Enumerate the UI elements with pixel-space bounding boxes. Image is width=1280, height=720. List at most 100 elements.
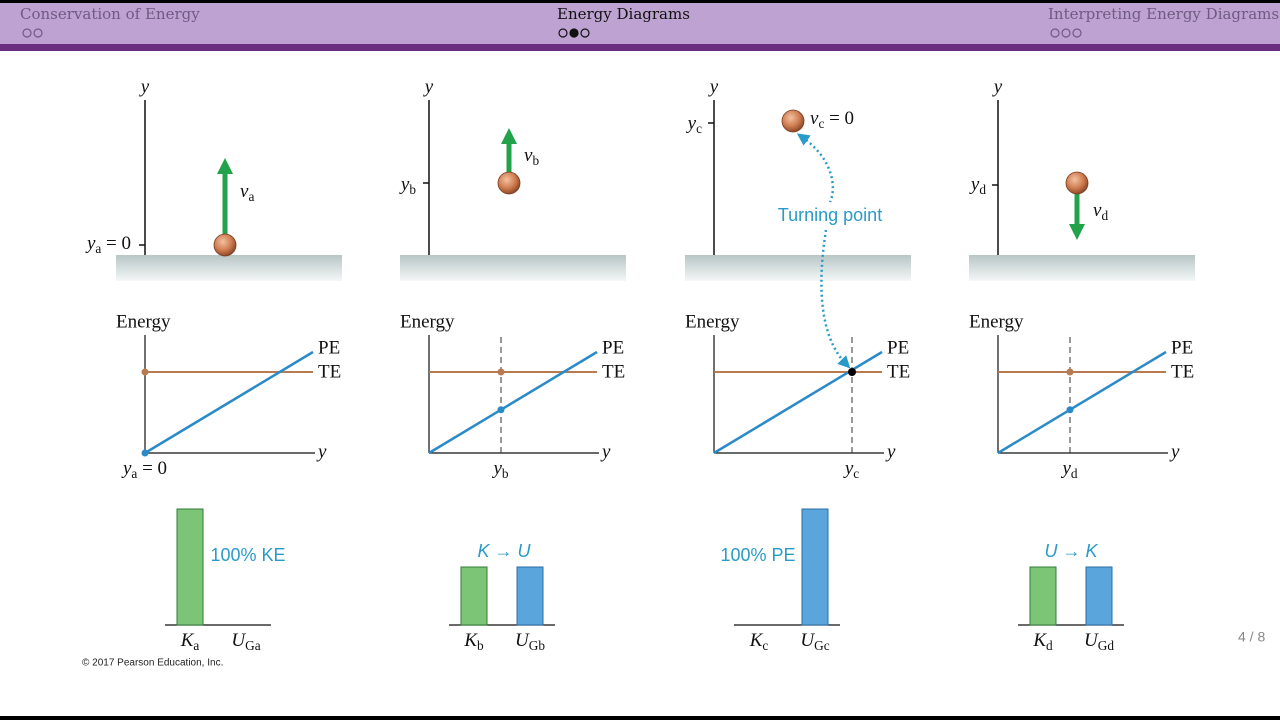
symbol: v bbox=[524, 145, 533, 166]
math-label: vc = 0 bbox=[810, 108, 854, 131]
math-label: vd bbox=[1093, 200, 1108, 223]
ball bbox=[497, 171, 521, 195]
ball bbox=[213, 233, 237, 257]
symbol: y bbox=[843, 458, 854, 479]
math-label: yb bbox=[399, 174, 416, 197]
te-label: TE bbox=[318, 361, 341, 382]
symbol: v bbox=[810, 108, 819, 129]
subscript: d bbox=[1046, 638, 1053, 653]
subscript: a bbox=[131, 466, 137, 481]
section-title[interactable]: Energy Diagrams bbox=[557, 5, 690, 23]
subscript: c bbox=[853, 466, 859, 481]
energy-label: Energy bbox=[116, 311, 171, 332]
pe-label: PE bbox=[887, 337, 909, 358]
subscript: a bbox=[95, 241, 101, 256]
bar-note: K → U bbox=[477, 541, 531, 561]
math-label: Kd bbox=[1032, 630, 1053, 653]
symbol: K bbox=[180, 630, 195, 651]
math-label: yd bbox=[1060, 458, 1077, 481]
turning-point-label: Turning point bbox=[778, 205, 882, 225]
subscript: b bbox=[409, 182, 416, 197]
graph-x-label: y bbox=[316, 441, 327, 462]
symbol: y bbox=[121, 458, 132, 479]
pe-label: PE bbox=[1171, 337, 1193, 358]
subscript: c bbox=[696, 121, 702, 136]
math-label: UGd bbox=[1084, 630, 1114, 653]
axis-label: y bbox=[708, 76, 719, 97]
subscript: Gd bbox=[1098, 638, 1115, 653]
suffix: = 0 bbox=[824, 108, 854, 129]
symbol: K bbox=[1032, 630, 1047, 651]
te-dot bbox=[1066, 368, 1074, 376]
pe-dot bbox=[497, 406, 505, 414]
top-border bbox=[0, 0, 1280, 3]
symbol: U bbox=[515, 630, 530, 651]
energy-bar bbox=[176, 508, 204, 626]
axis-label: y bbox=[992, 76, 1003, 97]
velocity-arrowhead bbox=[217, 158, 233, 174]
math-label: ya = 0 bbox=[121, 458, 167, 481]
bar-note: 100% PE bbox=[720, 545, 795, 565]
subscript: b bbox=[532, 153, 539, 168]
symbol: y bbox=[399, 174, 410, 195]
pe-dot bbox=[1066, 406, 1074, 414]
symbol: y bbox=[1060, 458, 1071, 479]
energy-label: Energy bbox=[685, 311, 740, 332]
energy-bar bbox=[516, 566, 544, 626]
energy-label: Energy bbox=[400, 311, 455, 332]
copyright: © 2017 Pearson Education, Inc. bbox=[82, 658, 223, 669]
symbol: y bbox=[686, 113, 697, 134]
section-title[interactable]: Conservation of Energy bbox=[20, 5, 200, 23]
bar-note: 100% KE bbox=[210, 545, 285, 565]
math-label: vb bbox=[524, 145, 539, 168]
symbol: y bbox=[85, 233, 96, 254]
turning-arrow bbox=[796, 133, 835, 203]
pe-line bbox=[997, 350, 1167, 455]
header-stripe bbox=[0, 44, 1280, 51]
symbol: K bbox=[463, 630, 478, 651]
axis-label: y bbox=[423, 76, 434, 97]
math-label: yb bbox=[491, 458, 508, 481]
te-label: TE bbox=[1171, 361, 1194, 382]
symbol: y bbox=[969, 174, 980, 195]
subscript: d bbox=[979, 182, 986, 197]
math-label: Kb bbox=[463, 630, 484, 653]
suffix: = 0 bbox=[137, 458, 167, 479]
symbol: U bbox=[800, 630, 815, 651]
velocity-arrowhead bbox=[501, 128, 517, 144]
bar-note: U → K bbox=[1044, 541, 1098, 561]
te-dot bbox=[141, 368, 149, 376]
ground bbox=[116, 255, 342, 281]
bottom-border bbox=[0, 716, 1280, 720]
turning-arrow bbox=[820, 229, 851, 369]
energy-bar bbox=[1029, 566, 1057, 626]
subscript: c bbox=[762, 638, 768, 653]
math-label: yc bbox=[843, 458, 859, 481]
math-label: ya = 0 bbox=[85, 233, 131, 256]
pe-line bbox=[144, 350, 314, 455]
math-label: yc bbox=[686, 113, 702, 136]
math-label: Kc bbox=[749, 630, 769, 653]
graph-x-label: y bbox=[885, 441, 896, 462]
ball bbox=[781, 109, 805, 133]
subscript: c bbox=[818, 116, 824, 131]
te-dot bbox=[497, 368, 505, 376]
symbol: K bbox=[749, 630, 764, 651]
suffix: = 0 bbox=[101, 233, 131, 254]
subscript: d bbox=[1101, 208, 1108, 223]
math-label: yd bbox=[969, 174, 986, 197]
symbol: U bbox=[231, 630, 246, 651]
ground bbox=[400, 255, 626, 281]
axis-label: y bbox=[139, 76, 150, 97]
graph-x-label: y bbox=[600, 441, 611, 462]
section-title[interactable]: Interpreting Energy Diagrams bbox=[1048, 5, 1279, 23]
pe-label: PE bbox=[318, 337, 340, 358]
symbol: y bbox=[491, 458, 502, 479]
nav-dots bbox=[22, 28, 1082, 38]
subscript: Gc bbox=[814, 638, 830, 653]
subscript: b bbox=[502, 466, 509, 481]
pe-label: PE bbox=[602, 337, 624, 358]
energy-bar bbox=[1085, 566, 1113, 626]
